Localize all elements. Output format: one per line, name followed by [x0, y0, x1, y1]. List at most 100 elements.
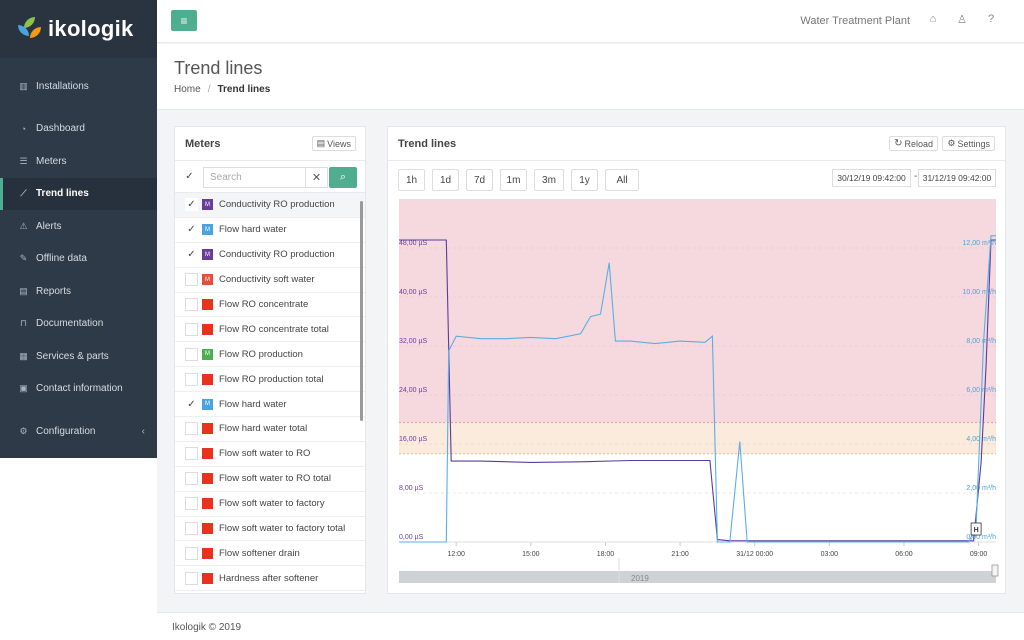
navigator-handle[interactable] [991, 564, 999, 577]
meter-list-item[interactable]: M Conductivity soft water [175, 268, 365, 293]
meter-list-item[interactable]: Flow RO concentrate total [175, 317, 365, 343]
meter-list-item[interactable]: Flow RO concentrate [175, 293, 365, 318]
range-button-3m[interactable]: 3m [534, 169, 564, 191]
sidebar-item-reports[interactable]: ▤ Reports [0, 275, 157, 308]
services-icon: ▦ [19, 350, 28, 361]
meter-checkbox[interactable]: ✓ [185, 223, 198, 237]
meter-color-swatch: M [202, 224, 213, 236]
search-icon: ⌕ [339, 171, 347, 183]
meter-label: Conductivity RO production [219, 249, 335, 261]
sidebar-item-services-parts[interactable]: ▦ Services & parts [0, 340, 157, 373]
chevron-left-icon: ‹ [141, 425, 145, 437]
settings-label: Settings [957, 138, 990, 149]
sidebar-item-label: Dashboard [36, 123, 85, 135]
meter-checkbox[interactable] [185, 447, 198, 461]
sidebar-item-label: Documentation [36, 318, 104, 330]
meters-panel-title: Meters [185, 137, 221, 150]
meter-checkbox[interactable]: ✓ [185, 397, 198, 411]
meter-label: Conductivity soft water [219, 274, 315, 286]
meter-list-item[interactable]: Flow soft water to factory total [175, 517, 365, 542]
settings-button[interactable]: ⚙ Settings [942, 136, 995, 151]
date-to-input[interactable]: 31/12/19 09:42:00 [918, 169, 996, 187]
sidebar-item-alerts[interactable]: ⚠ Alerts [0, 210, 157, 243]
sidebar-item-contact-information[interactable]: ▣ Contact information [0, 373, 157, 406]
help-icon[interactable]: ? [987, 13, 995, 25]
top-bar: ≡ Water Treatment Plant ⌂ ♙ ? [157, 0, 1024, 43]
meter-checkbox[interactable]: ✓ [185, 248, 198, 262]
sidebar-item-installations[interactable]: ▥ Installations [0, 70, 157, 103]
breadcrumb-home[interactable]: Home [174, 84, 201, 95]
meter-checkbox[interactable] [185, 347, 198, 361]
meter-checkbox[interactable] [185, 322, 198, 336]
meter-checkbox[interactable] [185, 298, 198, 311]
meter-color-swatch [202, 473, 213, 485]
meter-list-scrollbar[interactable] [360, 201, 363, 421]
sidebar-item-dashboard[interactable]: ◔ Dashboard [0, 113, 157, 146]
line-chart-icon: ⟋ [20, 188, 27, 199]
range-button-all[interactable]: All [605, 169, 639, 191]
bookmark-icon: ⊓ [19, 318, 28, 329]
views-button[interactable]: ▤ Views [311, 136, 356, 151]
sidebar-item-offline-data[interactable]: ✎ Offline data [0, 243, 157, 276]
meter-color-swatch [202, 373, 213, 385]
reload-button[interactable]: ↻ Reload [889, 136, 938, 151]
meter-label: Hardness after softener [219, 572, 319, 584]
side-nav: ▥ Installations ◔ Dashboard ☰ Meters ⟋ Trend li… [0, 58, 157, 448]
meter-list-item[interactable]: ✓ M Flow hard water [175, 392, 365, 418]
sidebar-item-configuration[interactable]: ⚙ Configuration ‹ [0, 415, 157, 448]
footer: Ikologik © 2019 [157, 612, 1024, 640]
meter-list-item[interactable]: M Flow RO production [175, 342, 365, 368]
trend-panel-header: Trend lines ↻ Reload ⚙ Settings [388, 127, 1005, 161]
plant-name[interactable]: Water Treatment Plant [800, 15, 910, 27]
meter-checkbox[interactable] [185, 546, 198, 560]
range-button-1h[interactable]: 1h [398, 169, 425, 191]
menu-toggle-button[interactable]: ≡ [171, 10, 197, 31]
meter-list-item[interactable]: ✓ M Flow hard water [175, 218, 365, 243]
logo[interactable]: ikologik [0, 0, 157, 58]
range-button-1m[interactable]: 1m [500, 169, 527, 191]
select-all-checkbox[interactable]: ✓ [183, 170, 196, 183]
factory-icon[interactable]: ⌂ [929, 13, 937, 25]
meter-list-item[interactable]: ✓ M Conductivity RO production [175, 243, 365, 268]
meter-checkbox[interactable] [185, 372, 198, 386]
contact-icon: ▣ [19, 383, 28, 394]
flag-marker [970, 522, 982, 536]
sidebar-item-meters[interactable]: ☰ Meters [0, 145, 157, 178]
sidebar-item-documentation[interactable]: ⊓ Documentation [0, 308, 157, 341]
meter-checkbox[interactable]: ✓ [185, 198, 198, 212]
meter-list-item[interactable]: Flow hard water total [175, 417, 365, 442]
date-from-input[interactable]: 30/12/19 09:42:00 [832, 169, 911, 187]
clear-search-button[interactable]: ✕ [306, 167, 328, 188]
meter-list-item[interactable]: Flow softener drain [175, 541, 365, 567]
user-icon[interactable]: ♙ [957, 14, 967, 26]
meter-checkbox[interactable] [185, 522, 198, 536]
meter-checkbox[interactable] [185, 472, 198, 486]
threshold-band [399, 422, 996, 454]
meter-list-item[interactable]: Hardness after softener [175, 566, 365, 592]
x-tick-label: 18:00 [597, 551, 615, 558]
x-tick-label: 06:00 [895, 551, 913, 558]
breadcrumb: Home / Trend lines [174, 84, 270, 95]
map-icon: ▥ [19, 80, 28, 91]
search-button[interactable]: ⌕ [329, 167, 357, 188]
sidebar-item-label: Configuration [36, 425, 96, 437]
meter-checkbox[interactable] [185, 273, 198, 287]
range-button-1d[interactable]: 1d [432, 169, 459, 191]
trend-chart[interactable]: 0,00 µS 8,00 µS 16,00 µS 24,00 µS 32,00 µS 40… [388, 197, 1005, 592]
views-icon: ▤ [316, 138, 326, 148]
range-button-7d[interactable]: 7d [466, 169, 493, 191]
meter-checkbox[interactable] [185, 571, 198, 585]
meter-color-swatch [202, 498, 213, 510]
meter-list-item[interactable]: ✓ M Conductivity RO production [175, 193, 365, 218]
meter-checkbox[interactable] [185, 422, 198, 436]
meter-label: Flow hard water [219, 224, 287, 236]
meter-list-item[interactable]: Flow soft water to factory [175, 492, 365, 517]
search-input[interactable] [203, 167, 306, 188]
meter-list-item[interactable]: Flow soft water to RO total [175, 467, 365, 492]
meter-checkbox[interactable] [185, 497, 198, 511]
meter-color-swatch: M [202, 199, 213, 211]
range-button-1y[interactable]: 1y [571, 169, 598, 191]
meter-list-item[interactable]: Flow RO production total [175, 367, 365, 393]
sidebar-item-trend-lines[interactable]: ⟋ Trend lines [0, 177, 157, 210]
meter-list-item[interactable]: Flow soft water to RO [175, 442, 365, 467]
